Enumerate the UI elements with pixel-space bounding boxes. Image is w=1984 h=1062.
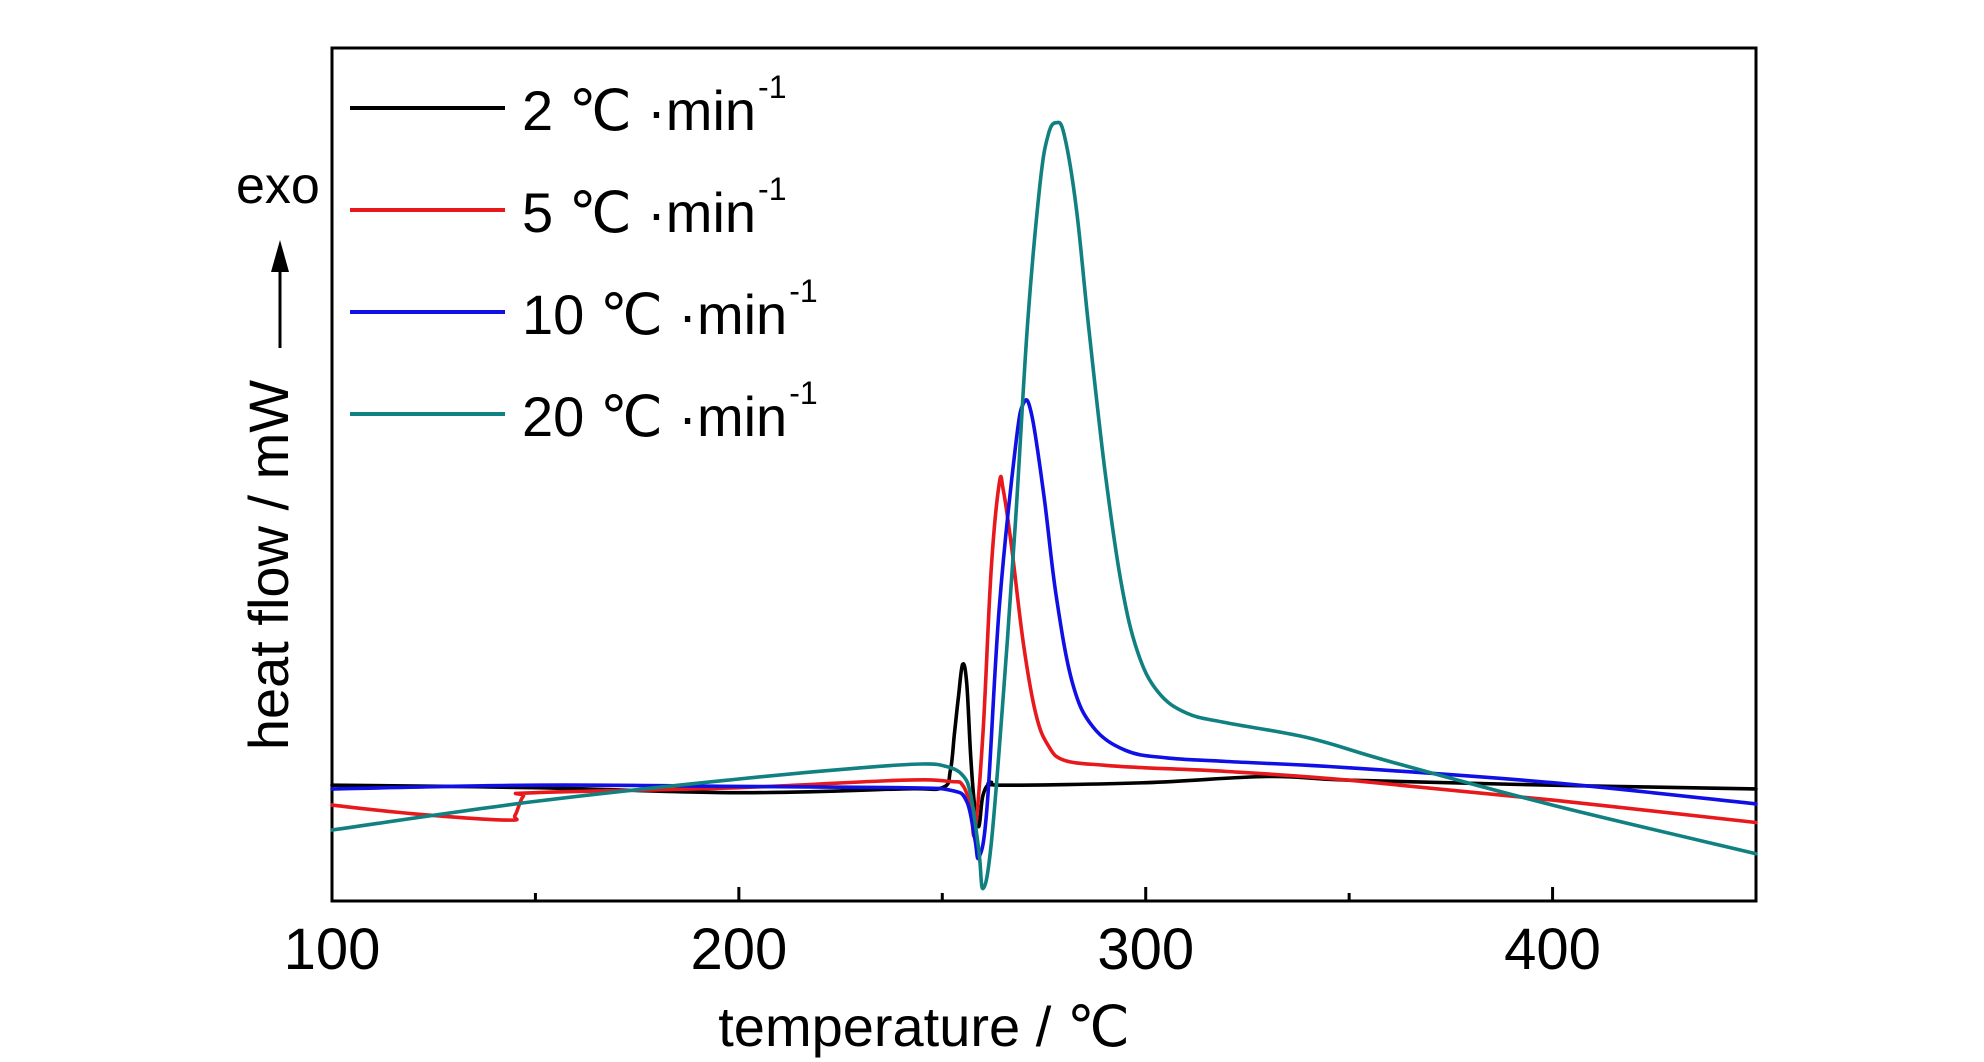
legend-label: 20 ℃ ·min [522, 385, 787, 448]
legend-label-superscript: -1 [789, 375, 817, 411]
legend-label-superscript: -1 [758, 171, 786, 207]
y-axis-title: heat flow / mW [237, 380, 300, 750]
x-tick-label: 100 [284, 917, 381, 982]
x-tick-label: 300 [1097, 917, 1194, 982]
x-axis: 100 200 300 400 [284, 887, 1601, 982]
exo-label: exo [236, 157, 320, 215]
plot-frame [330, 46, 1758, 903]
legend-label-superscript: -1 [789, 273, 817, 309]
x-tick-label: 400 [1504, 917, 1601, 982]
x-tick-label: 200 [690, 917, 787, 982]
legend-label: 2 ℃ ·min [522, 79, 756, 142]
legend-label: 10 ℃ ·min [522, 283, 787, 346]
x-axis-title: temperature / ℃ [718, 995, 1130, 1058]
legend: 2 ℃ ·min -15 ℃ ·min -110 ℃ ·min -120 ℃ ·min… [350, 69, 818, 448]
legend-label-superscript: -1 [758, 69, 786, 105]
series-layer [330, 120, 1758, 891]
legend-label: 5 ℃ ·min [522, 181, 756, 244]
series-line-1 [330, 474, 1758, 838]
series-line-2 [330, 398, 1758, 861]
exo-arrow-icon [271, 240, 289, 348]
series-line-3 [330, 120, 1758, 891]
